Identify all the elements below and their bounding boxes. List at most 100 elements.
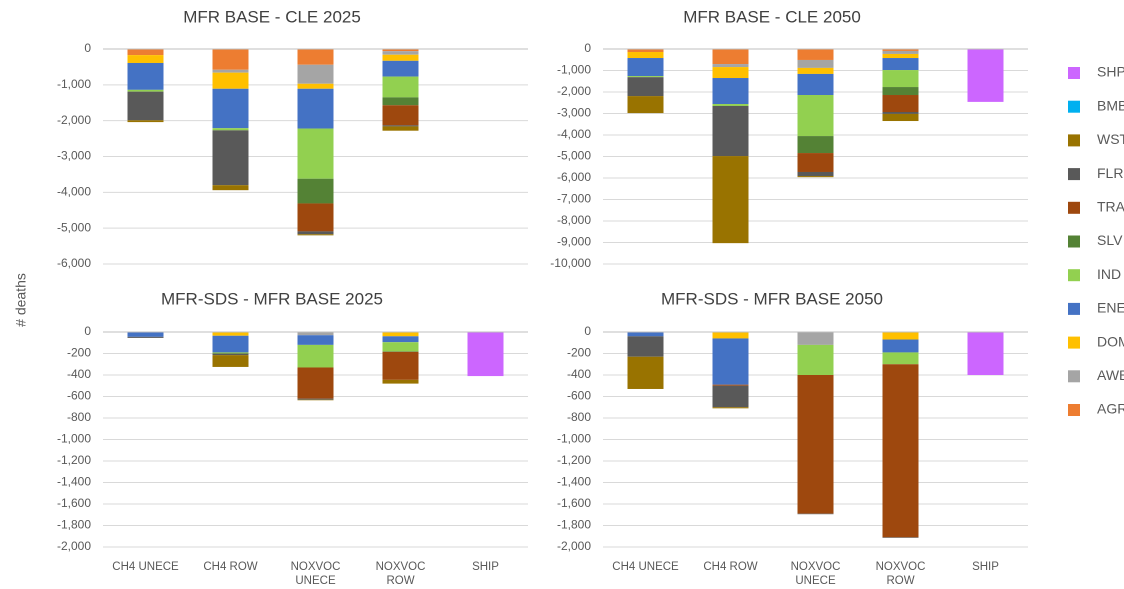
bar-segment xyxy=(882,58,919,71)
x-tick-label: NOXVOC UNECE xyxy=(290,561,341,587)
chart-title: MFR-SDS - MFR BASE 2050 xyxy=(661,289,883,308)
bar-segment xyxy=(797,375,834,514)
bar-segment xyxy=(467,332,504,377)
legend-label: AGR xyxy=(1097,401,1124,417)
bar-segment xyxy=(627,49,664,53)
legend-swatch xyxy=(1068,404,1080,416)
y-tick-label: -600 xyxy=(67,389,91,403)
x-tick-label: NOXVOC UNECE xyxy=(790,561,841,587)
bar-segment xyxy=(797,513,834,515)
chart-title: MFR-SDS - MFR BASE 2025 xyxy=(161,289,383,308)
bar-segment xyxy=(212,352,249,354)
bar-segment xyxy=(627,336,664,357)
bar-segment xyxy=(967,332,1004,375)
bar-segment xyxy=(382,97,419,106)
bar-segment xyxy=(212,185,249,191)
bar-segment xyxy=(712,407,749,409)
y-tick-label: -400 xyxy=(567,367,591,381)
y-tick-label: -3,000 xyxy=(557,106,591,120)
bar-segment xyxy=(882,537,919,538)
bar-segment xyxy=(797,67,834,74)
bar-segment xyxy=(212,88,249,129)
y-tick-label: -1,400 xyxy=(57,475,91,489)
legend-swatch xyxy=(1068,370,1080,383)
y-tick-label: -200 xyxy=(567,346,591,360)
bar-segment xyxy=(712,385,749,408)
bar-segment xyxy=(212,69,249,73)
chart-title: MFR BASE - CLE 2050 xyxy=(683,7,861,26)
chart-title: MFR BASE - CLE 2025 xyxy=(183,7,361,26)
y-tick-label: -800 xyxy=(67,410,91,424)
bar-segment xyxy=(212,332,249,336)
x-tick-label: CH4 ROW xyxy=(703,561,758,573)
y-tick-label: -2,000 xyxy=(557,539,591,553)
bar-segment xyxy=(627,96,664,114)
bar-segment xyxy=(712,384,749,386)
bar-segment xyxy=(127,62,164,90)
bar-segment xyxy=(627,77,664,97)
y-tick-label: -6,000 xyxy=(57,256,91,270)
legend-label: SHP xyxy=(1097,64,1124,80)
bar-segment xyxy=(627,52,664,59)
bar-segment xyxy=(297,178,334,204)
y-tick-label: 0 xyxy=(584,41,591,55)
bar-segment xyxy=(382,60,419,77)
bar-segment xyxy=(212,353,249,356)
bar-segment xyxy=(797,95,834,137)
bar-segment xyxy=(297,231,334,235)
y-tick-label: -400 xyxy=(67,367,91,381)
bar-segment xyxy=(297,203,334,232)
bar-segment xyxy=(297,88,334,129)
bar-segment xyxy=(382,105,419,126)
bar-segment xyxy=(627,332,664,337)
bar-segment xyxy=(382,126,419,131)
y-tick-label: -1,800 xyxy=(57,518,91,532)
bar-segment xyxy=(797,153,834,172)
bar-segment xyxy=(712,105,749,157)
y-tick-label: -200 xyxy=(67,346,91,360)
bar-segment xyxy=(882,352,919,365)
bar-segment xyxy=(882,95,919,112)
bar-segment xyxy=(212,355,249,367)
legend-label: TRA xyxy=(1097,199,1124,215)
y-tick-label: 0 xyxy=(584,324,591,338)
bar-segment xyxy=(882,339,919,353)
bar-segment xyxy=(712,67,749,79)
y-tick-label: -7,000 xyxy=(557,192,591,206)
x-tick-label: NOXVOC ROW xyxy=(375,561,426,587)
y-tick-label: 0 xyxy=(84,324,91,338)
bar-segment xyxy=(712,156,749,244)
bar-segment xyxy=(297,367,334,399)
bar-segment xyxy=(297,398,334,400)
y-tick-label: -4,000 xyxy=(557,127,591,141)
y-tick-label: -1,000 xyxy=(57,77,91,91)
legend-label: ENE xyxy=(1097,300,1124,316)
legend-label: FLR xyxy=(1097,165,1123,181)
y-tick-label: -9,000 xyxy=(557,235,591,249)
legend-swatch xyxy=(1068,100,1080,113)
bar-segment xyxy=(127,55,164,63)
bar-segment xyxy=(797,59,834,68)
bar-segment xyxy=(712,49,749,65)
y-tick-label: -1,000 xyxy=(57,432,91,446)
bar-segment xyxy=(297,399,334,401)
x-tick-label: SHIP xyxy=(972,561,999,573)
y-tick-label: -5,000 xyxy=(57,220,91,234)
bar-segment xyxy=(797,176,834,178)
bar-segment xyxy=(212,72,249,89)
bar-segment xyxy=(297,83,334,89)
y-tick-label: -10,000 xyxy=(550,256,591,270)
bar-segment xyxy=(712,332,749,339)
bar-segment xyxy=(882,53,919,59)
bar-segment xyxy=(297,234,334,236)
bar-segment xyxy=(797,73,834,96)
bar-segment xyxy=(797,49,834,60)
bar-segment xyxy=(882,49,919,51)
x-tick-label: SHIP xyxy=(472,561,499,573)
y-tick-label: -1,400 xyxy=(557,475,591,489)
y-tick-label: -2,000 xyxy=(57,539,91,553)
bar-segment xyxy=(797,344,834,375)
bar-segment xyxy=(127,91,164,121)
bar-segment xyxy=(382,379,419,384)
y-tick-label: -6,000 xyxy=(557,170,591,184)
